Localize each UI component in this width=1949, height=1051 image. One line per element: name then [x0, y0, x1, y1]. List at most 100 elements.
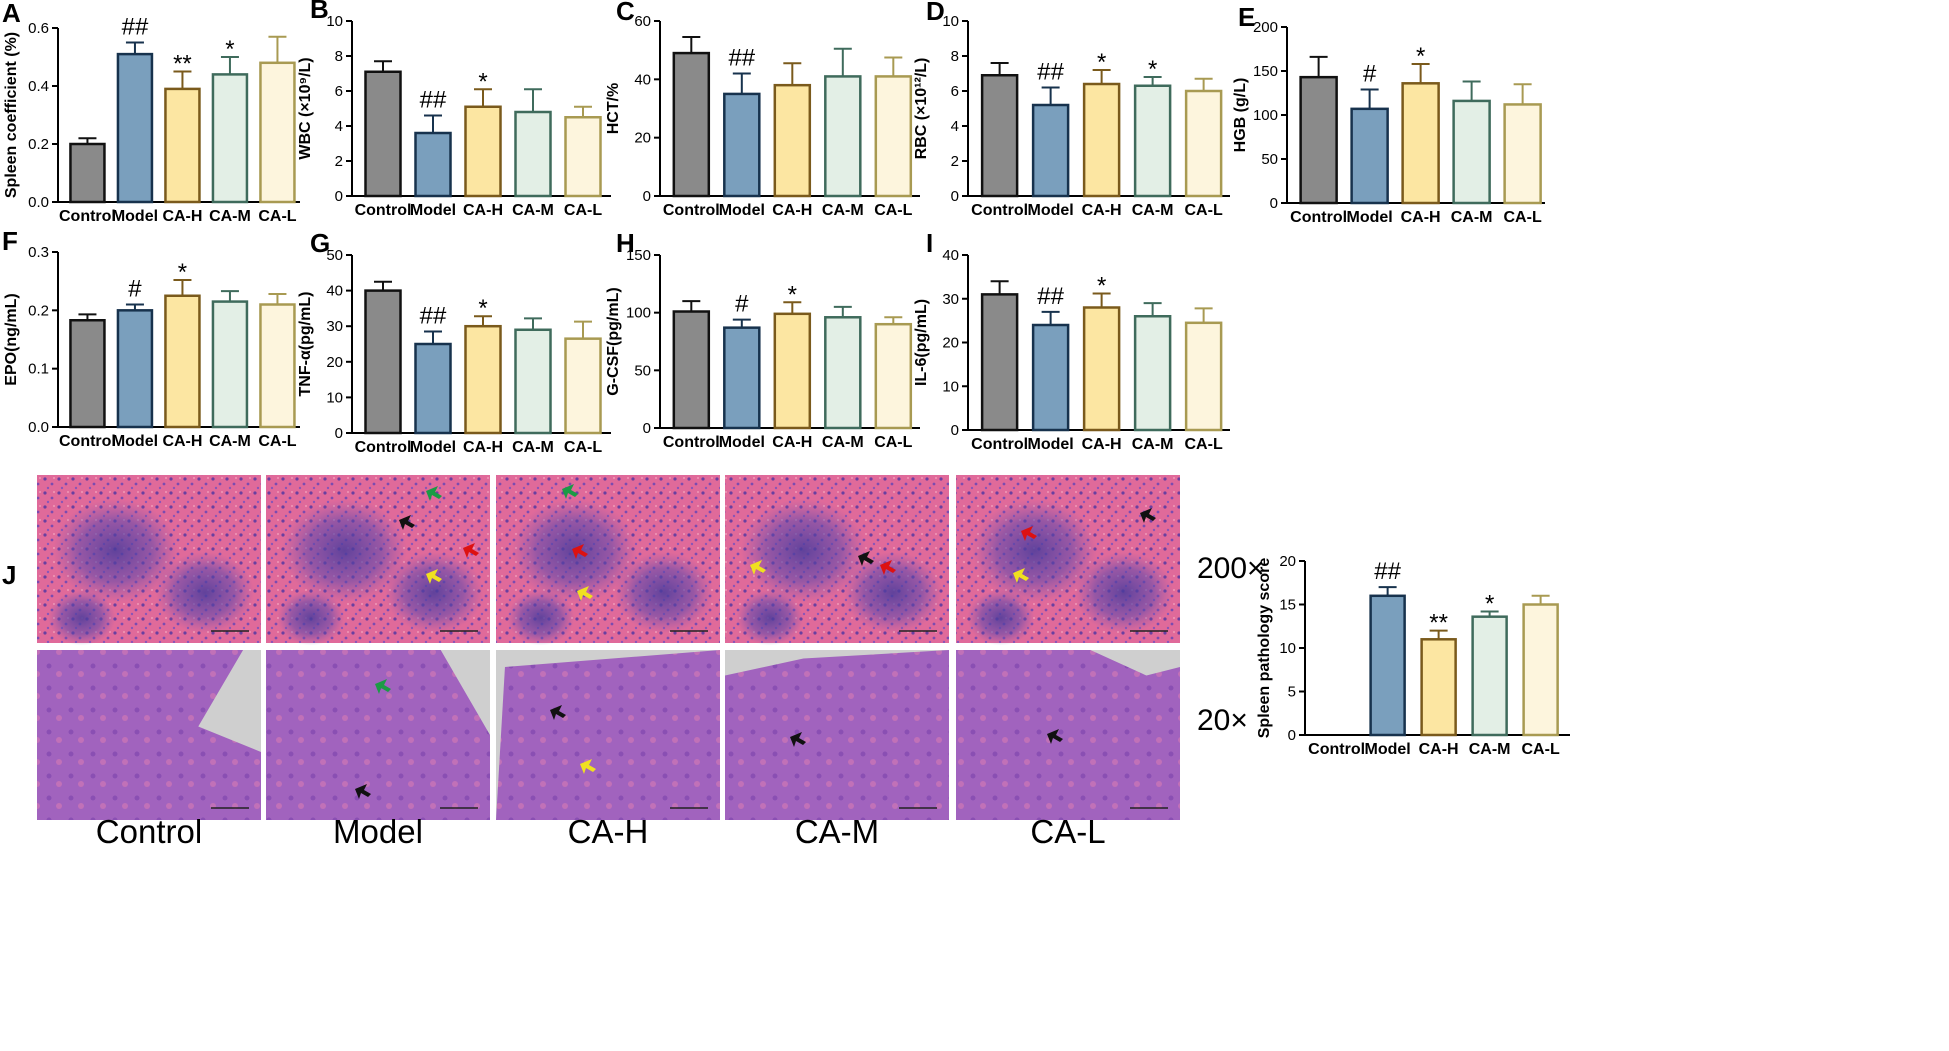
- y-axis-title: HCT/%: [605, 83, 622, 135]
- follicle-region: [281, 498, 408, 603]
- bar-ca-h: [464, 105, 502, 198]
- x-category-label: CA-L: [564, 202, 602, 219]
- y-tick-label: 15: [1279, 597, 1296, 614]
- histology-20x-image: [37, 650, 261, 820]
- x-category-label: Model: [719, 434, 765, 451]
- bar-ca-m: [1452, 99, 1491, 205]
- bar-model: [1031, 323, 1070, 432]
- y-tick-label: 0: [335, 425, 343, 442]
- x-category-label: Control: [971, 436, 1028, 453]
- x-category-label: CA-H: [772, 434, 812, 451]
- bar-ca-l: [1184, 321, 1223, 432]
- bar-ca-h: [773, 312, 812, 430]
- x-category-label: CA-M: [822, 434, 864, 451]
- follicle-region: [1074, 551, 1174, 634]
- x-category-label: CA-L: [258, 208, 296, 225]
- x-category-label: Control: [59, 433, 116, 450]
- x-category-label: Model: [1028, 202, 1074, 219]
- x-category-label: Model: [112, 433, 158, 450]
- bar-ca-l: [259, 61, 296, 204]
- y-tick-label: 5: [1288, 684, 1296, 701]
- panel-f-epo: F 0.0 0.1 0.2 0.3 EPO(ng/mL) Control # Model * CA…: [2, 226, 300, 450]
- y-axis-title: Spleen coefficient (%): [3, 32, 20, 198]
- bar-ca-h: [164, 87, 201, 204]
- y-tick-label: 0: [951, 188, 959, 205]
- significance-mark: **: [1429, 610, 1448, 637]
- panel-h-g-csf: H 0 50 100 150 G-CSF(pg/mL) Control # Model * CA-…: [605, 228, 920, 451]
- significance-mark: #: [735, 291, 749, 318]
- y-axis-title: HGB (g/L): [1232, 78, 1249, 153]
- annotation-arrow: [580, 759, 596, 774]
- bar-control: [364, 70, 402, 198]
- y-tick-label: 150: [1253, 63, 1278, 80]
- bar-ca-l: [259, 303, 296, 429]
- y-tick-label: 2: [951, 153, 959, 170]
- x-category-label: Model: [1347, 209, 1393, 226]
- x-category-label: Control: [663, 434, 720, 451]
- histology-20x-image: [956, 650, 1180, 820]
- panel-label: I: [926, 228, 933, 258]
- bar-model: [1350, 107, 1389, 205]
- y-axis-title: EPO(ng/mL): [3, 293, 20, 385]
- panel-d-rbc: D 0 2 4 6 8 10 RBC (×10¹²/L) Control ## Model * CA-…: [913, 0, 1230, 219]
- follicle-region: [971, 498, 1098, 603]
- y-tick-label: 30: [326, 318, 343, 335]
- x-category-label: CA-M: [209, 433, 251, 450]
- panel-label: G: [310, 228, 330, 258]
- x-category-label: Control: [59, 208, 116, 225]
- x-category-label: Model: [112, 208, 158, 225]
- y-axis-title: TNF-α(pg/mL): [297, 292, 314, 397]
- y-tick-label: 10: [326, 13, 343, 30]
- x-category-label: CA-H: [162, 208, 202, 225]
- y-axis-title: G-CSF(pg/mL): [605, 287, 622, 395]
- bar-ca-h: [464, 324, 502, 435]
- x-category-label: Control: [355, 202, 412, 219]
- group-label: Model: [333, 813, 423, 850]
- significance-mark: #: [128, 276, 142, 303]
- y-tick-label: 20: [634, 130, 651, 147]
- significance-mark: ##: [420, 87, 447, 114]
- follicle-region: [155, 551, 255, 634]
- x-category-label: Control: [1308, 741, 1365, 758]
- bar-ca-m: [1133, 315, 1172, 432]
- x-category-label: CA-L: [1504, 209, 1542, 226]
- x-category-label: CA-M: [512, 202, 554, 219]
- significance-mark: *: [225, 36, 234, 63]
- y-tick-label: 8: [335, 48, 343, 65]
- annotation-arrow: [1140, 508, 1156, 523]
- y-tick-label: 0: [643, 420, 651, 437]
- y-tick-label: 0.2: [28, 136, 49, 153]
- y-tick-label: 0.3: [28, 244, 49, 261]
- annotation-arrow: [426, 486, 442, 501]
- bar-ca-h: [1082, 306, 1121, 432]
- y-tick-label: 4: [335, 118, 343, 135]
- significance-mark: *: [178, 259, 187, 286]
- bar-model: [116, 309, 154, 429]
- magnification-label-20x: 20×: [1197, 704, 1248, 737]
- panel-c-hct: C 0 20 40 60 HCT/% Control ## Model CA-H CA-M CA-L: [605, 0, 920, 219]
- significance-mark: ##: [1374, 558, 1401, 585]
- significance-mark: ##: [1037, 283, 1064, 310]
- bar-control: [69, 319, 106, 429]
- panel-label: F: [2, 226, 18, 256]
- bar-model: [116, 52, 154, 204]
- annotation-arrow: [550, 705, 566, 720]
- x-category-label: CA-M: [1469, 741, 1511, 758]
- y-tick-label: 10: [942, 13, 959, 30]
- significance-mark: *: [1485, 590, 1494, 617]
- y-tick-label: 6: [951, 83, 959, 100]
- panel-i-il-6: I 0 10 20 30 40 IL-6(pg/mL) Control ## Model * CA-…: [913, 228, 1230, 453]
- x-category-label: Model: [719, 202, 765, 219]
- x-category-label: CA-H: [772, 202, 812, 219]
- significance-mark: *: [478, 68, 487, 95]
- panel-a-spleen-coefficient: A 0.0 0.2 0.4 0.6 Spleen coefficient (%) Cont…: [2, 0, 300, 225]
- annotation-arrow: [1013, 568, 1029, 583]
- significance-mark: ##: [420, 303, 447, 330]
- panel-label: E: [1238, 2, 1255, 32]
- significance-mark: *: [1097, 273, 1106, 300]
- follicle-region: [48, 590, 116, 646]
- group-label: CA-H: [568, 813, 649, 850]
- bar-ca-h: [1420, 638, 1457, 737]
- annotation-arrow: [1021, 526, 1037, 541]
